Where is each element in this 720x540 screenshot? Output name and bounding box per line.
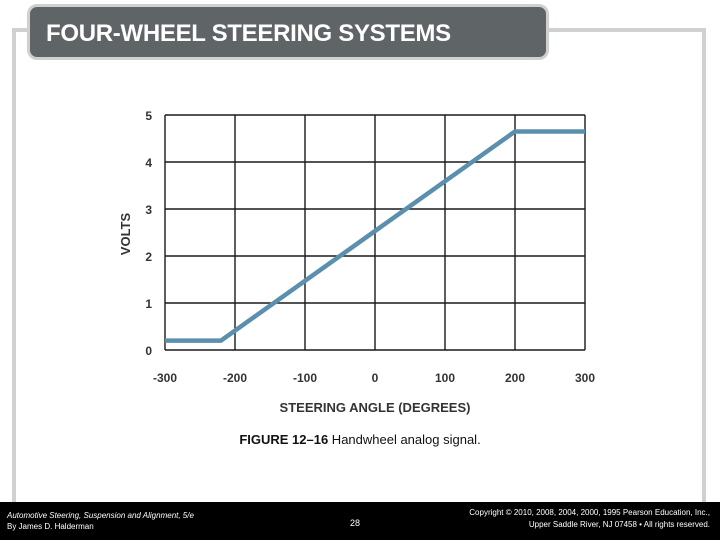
x-axis-label: STEERING ANGLE (DEGREES) (280, 400, 471, 415)
y-tick-label: 5 (145, 109, 152, 123)
x-tick-label: -300 (153, 371, 177, 385)
y-tick-label: 1 (145, 297, 152, 311)
footer-book-info: Automotive Steering, Suspension and Alig… (7, 510, 194, 532)
y-tick-label: 2 (145, 250, 152, 264)
y-tick-label: 4 (145, 156, 152, 170)
x-tick-labels: -300 -200 -100 0 100 200 300 (153, 371, 595, 385)
frame-left-border (12, 28, 16, 502)
x-tick-label: 0 (372, 371, 379, 385)
y-tick-label: 0 (145, 344, 152, 358)
x-tick-label: 100 (435, 371, 455, 385)
chart-series (165, 129, 585, 343)
x-tick-label: -100 (293, 371, 317, 385)
y-axis-label: VOLTS (118, 212, 133, 255)
footer-copyright-line2: Upper Saddle River, NJ 07458 • All right… (528, 520, 710, 529)
footer-author: By James D. Halderman (7, 522, 94, 531)
frame-right-border (702, 28, 706, 502)
footer-bar: Automotive Steering, Suspension and Alig… (0, 502, 720, 540)
footer-book-title: Automotive Steering, Suspension and Alig… (7, 511, 194, 520)
figure-description: Handwheel analog signal. (328, 432, 481, 447)
footer-copyright-line1: Copyright © 2010, 2008, 2004, 2000, 1995… (469, 508, 710, 517)
x-tick-label: 200 (505, 371, 525, 385)
x-tick-label: 300 (575, 371, 595, 385)
x-tick-label: -200 (223, 371, 247, 385)
title-banner: FOUR-WHEEL STEERING SYSTEMS (27, 4, 549, 60)
series-line-0 (165, 129, 585, 343)
slide-title: FOUR-WHEEL STEERING SYSTEMS (46, 20, 451, 47)
figure-label: FIGURE 12–16 (239, 432, 329, 447)
y-tick-label: 3 (145, 203, 152, 217)
chart-grid (164, 114, 586, 351)
footer-page-number: 28 (350, 518, 361, 528)
figure-caption: FIGURE 12–16 Handwheel analog signal. (0, 432, 720, 447)
y-tick-labels: 0 1 2 3 4 5 (145, 109, 152, 358)
footer-copyright: Copyright © 2010, 2008, 2004, 2000, 1995… (469, 507, 710, 531)
